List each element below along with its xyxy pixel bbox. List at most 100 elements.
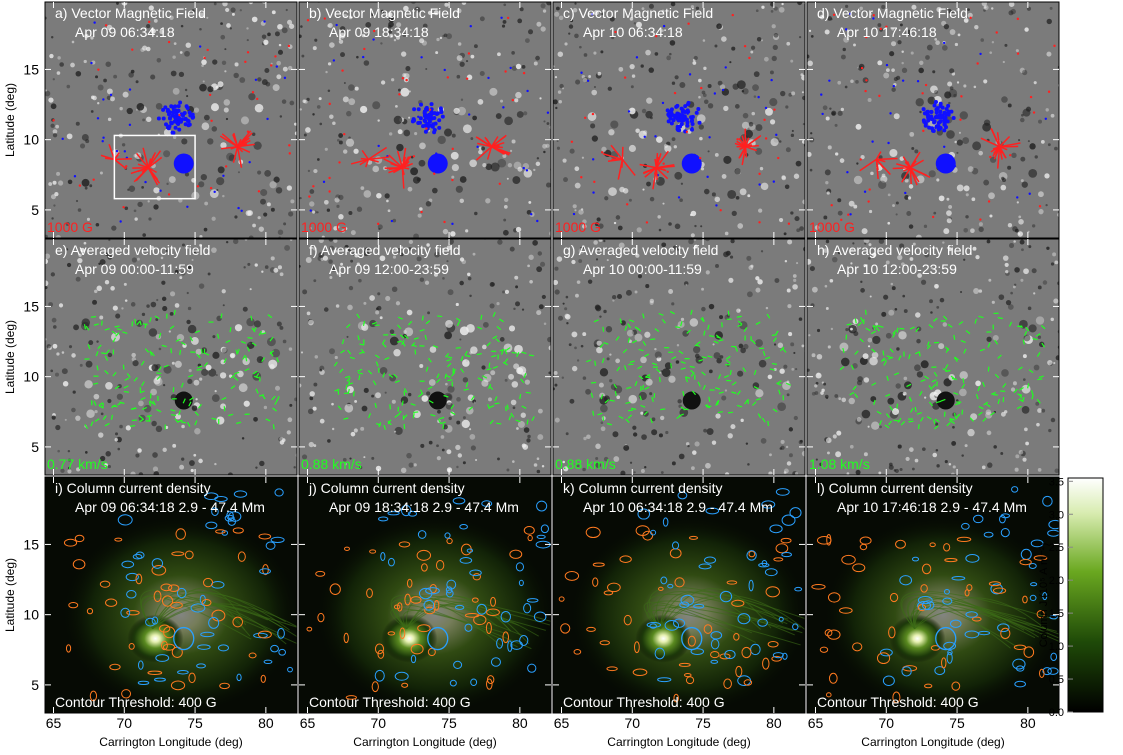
panel-note: Contour Threshold: 400 G [817, 694, 979, 710]
speckle [862, 228, 868, 234]
weak-vector [52, 119, 54, 121]
weak-vector [773, 108, 775, 110]
speckle [279, 44, 281, 46]
speckle [863, 353, 869, 359]
speckle [503, 230, 509, 236]
speckle [82, 179, 90, 187]
weak-vector [288, 144, 290, 146]
velocity-vector [495, 403, 500, 404]
speckle [651, 429, 657, 435]
speckle [94, 410, 97, 413]
negative-vector [933, 119, 937, 123]
speckle [571, 331, 577, 337]
speckle [973, 247, 977, 251]
weak-vector [662, 162, 664, 164]
speckle [736, 196, 740, 200]
speckle [52, 318, 57, 323]
speckle [603, 310, 606, 313]
speckle [797, 0, 802, 5]
speckle [215, 390, 217, 392]
speckle [309, 189, 314, 194]
speckle [705, 463, 711, 469]
weak-vector [700, 87, 702, 89]
speckle [959, 389, 967, 397]
speckle [856, 162, 858, 164]
weak-vector [377, 145, 379, 147]
speckle [111, 225, 116, 230]
speckle [325, 71, 327, 73]
weak-vector [744, 45, 746, 47]
speckle [95, 75, 98, 78]
speckle [110, 286, 115, 291]
speckle [725, 232, 729, 236]
speckle [970, 228, 975, 233]
speckle [332, 428, 334, 430]
speckle [265, 265, 269, 269]
speckle [1021, 179, 1024, 182]
speckle [54, 192, 58, 196]
weak-vector [859, 158, 861, 160]
speckle [156, 426, 162, 432]
speckle [837, 81, 841, 85]
speckle [290, 199, 294, 203]
speckle [919, 111, 921, 113]
speckle [313, 444, 316, 447]
weak-vector [719, 209, 721, 211]
speckle [770, 119, 775, 124]
speckle [909, 447, 914, 452]
speckle [701, 307, 705, 311]
speckle [778, 343, 784, 349]
speckle [569, 399, 574, 404]
speckle [138, 401, 144, 407]
speckle [437, 410, 441, 414]
speckle [963, 259, 965, 261]
speckle [480, 16, 485, 21]
negative-vector [938, 110, 942, 114]
panel-title: c) Vector Magnetic Field [563, 5, 713, 21]
velocity-vector [197, 370, 202, 371]
speckle [123, 92, 129, 98]
speckle [94, 290, 97, 293]
speckle [897, 40, 901, 44]
speckle [172, 444, 176, 448]
weak-vector [765, 137, 767, 139]
speckle [408, 393, 411, 396]
negative-vector [157, 117, 161, 121]
speckle [993, 335, 999, 341]
speckle [960, 111, 968, 119]
speckle [239, 383, 248, 392]
weak-vector [699, 157, 701, 159]
speckle [185, 89, 187, 91]
speckle [456, 186, 463, 193]
speckle [838, 211, 843, 216]
velocity-vector [520, 394, 521, 399]
speckle [1037, 408, 1042, 413]
velocity-vector [593, 411, 594, 416]
speckle [327, 439, 331, 443]
speckle [204, 202, 208, 206]
speckle [482, 163, 486, 167]
speckle [646, 97, 652, 103]
weak-vector [678, 196, 680, 198]
weak-vector [922, 130, 924, 132]
speckle [707, 428, 714, 435]
weak-vector [512, 99, 514, 101]
speckle [169, 176, 176, 183]
speckle [309, 442, 314, 447]
speckle [817, 329, 820, 332]
speckle [414, 463, 417, 466]
speckle [85, 187, 88, 190]
speckle [898, 445, 902, 449]
speckle [243, 307, 248, 312]
negative-vector [935, 110, 939, 114]
speckle [921, 360, 929, 368]
panel-title: i) Column current density [55, 480, 211, 496]
speckle [53, 344, 58, 349]
speckle [831, 328, 833, 330]
speckle [609, 379, 612, 382]
speckle [524, 427, 530, 433]
speckle [346, 336, 348, 338]
y-tick-label: 5 [31, 202, 39, 218]
velocity-vector [443, 424, 444, 429]
speckle [629, 145, 636, 152]
